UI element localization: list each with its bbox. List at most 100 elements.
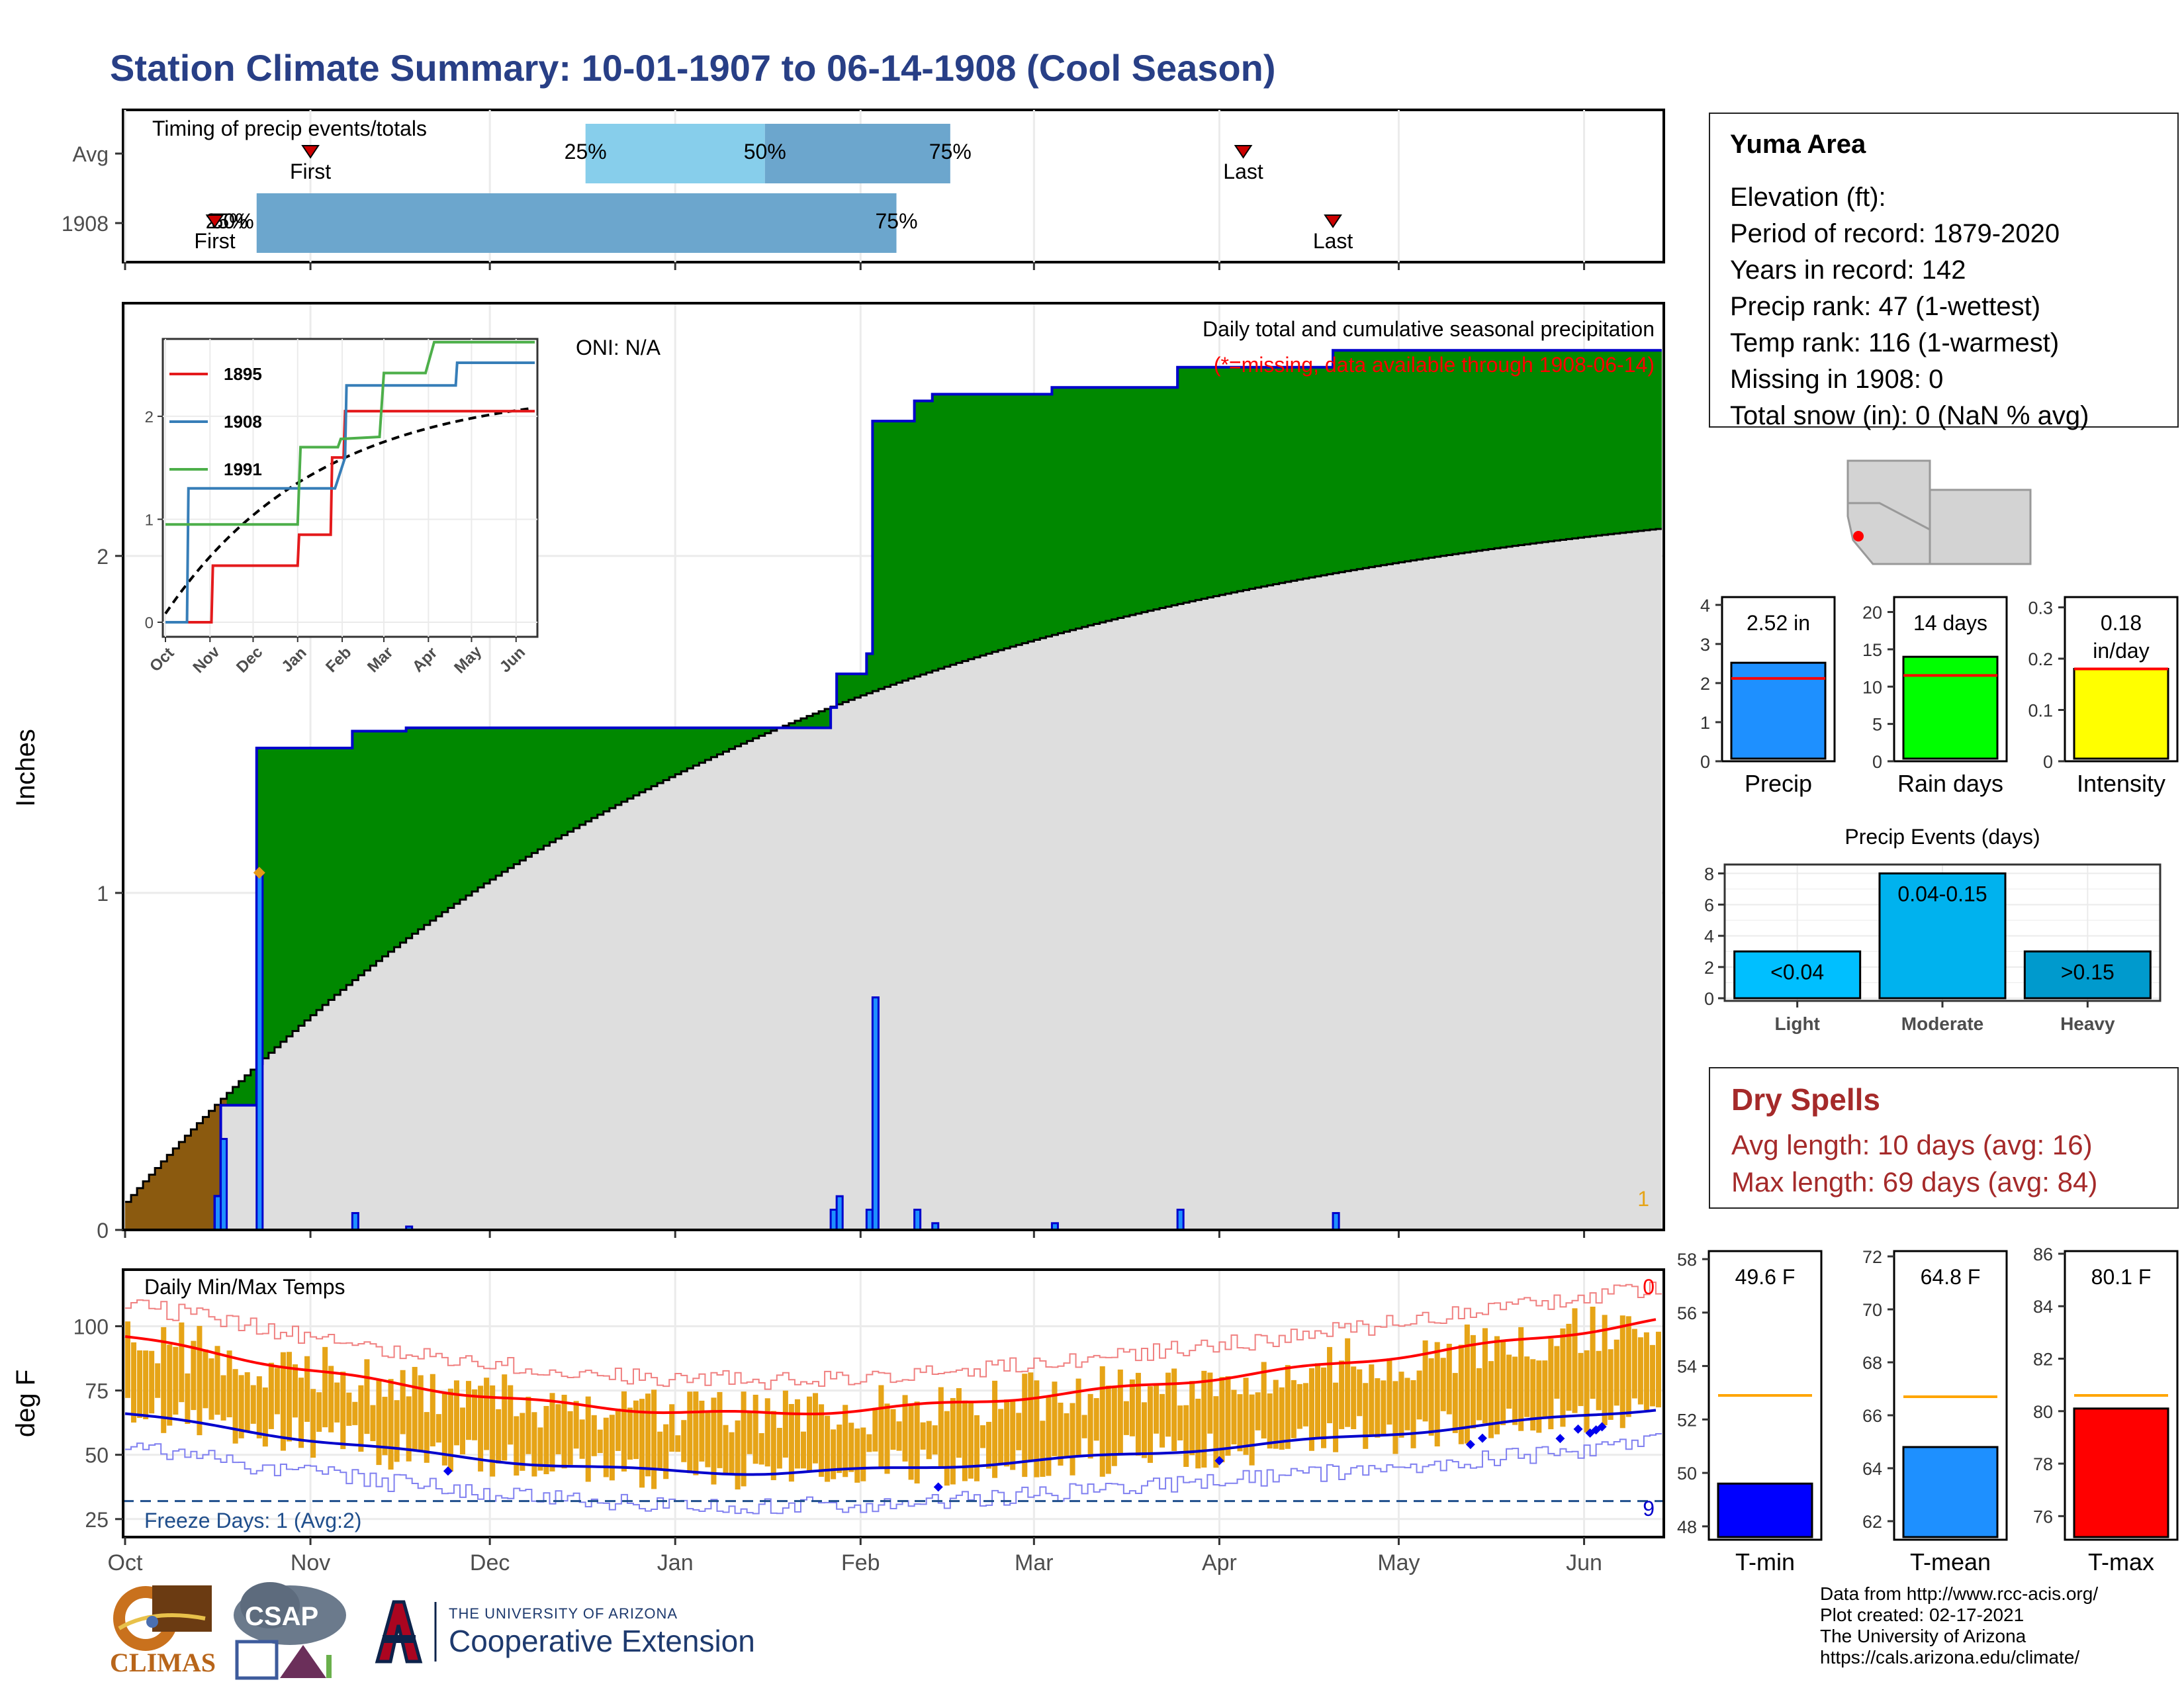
daily-temp-bar [1548,1338,1554,1430]
station-info-box: Yuma Area Elevation (ft): Period of reco… [1709,113,2179,430]
summary-y-tick-label: 1 [1700,713,1710,733]
temp-panel-frame [122,1268,1665,1538]
daily-temp-bar [1016,1413,1022,1450]
daily-temp-bar [800,1431,806,1469]
daily-precip-bar [1176,1208,1185,1231]
summary-y-tick-label: 48 [1677,1517,1697,1537]
daily-temp-bar [1392,1381,1398,1454]
daily-temp-bar [561,1395,567,1469]
events-x-label: Moderate [1901,1013,1983,1034]
daily-temp-bar [687,1391,693,1474]
daily-temp-bar [932,1425,938,1455]
summary-bar-label: Intensity [2077,770,2165,797]
daily-temp-bar [878,1385,884,1468]
daily-temp-bar [537,1427,543,1471]
daily-temp-bar [1171,1368,1177,1451]
daily-temp-bar [782,1390,788,1458]
daily-temp-bar [1333,1382,1339,1452]
daily-temp-bar [1225,1376,1231,1456]
ua-logo [375,1600,437,1664]
credits: Data from http://www.rcc-acis.org/ Plot … [1820,1583,2098,1668]
daily-temp-bar [980,1425,986,1448]
inset-y-tick-label: 2 [145,408,154,426]
daily-temp-bar [424,1412,430,1463]
summary-bar [1902,655,1999,760]
events-title: Precip Events (days) [1844,825,2040,849]
daily-temp-bar [364,1359,370,1434]
daily-temp-bar [723,1425,729,1476]
daily-temp-bar [663,1424,669,1479]
daily-temp-bar [1608,1349,1614,1420]
daily-temp-bar [1590,1306,1596,1399]
daily-temp-bar [1297,1383,1302,1429]
daily-temp-bar [376,1379,382,1466]
temp-x-tick-label: Apr [1202,1550,1237,1575]
daily-temp-bar [173,1346,179,1415]
events-panel-frame [1723,863,2161,1002]
record-low-marker [1573,1424,1583,1434]
daily-temp-bar [1572,1308,1578,1413]
timing-y-label: 1908 [62,212,109,236]
daily-temp-bar [1422,1340,1428,1422]
daily-temp-bar [1440,1358,1446,1411]
daily-temp-bar [1004,1399,1010,1467]
daily-temp-bar [1249,1394,1255,1466]
daily-temp-bar [1602,1315,1608,1426]
summary-value-label: 2.52 in [1747,611,1810,635]
daily-temp-bar [262,1387,268,1447]
last-event-label: Last [1313,229,1353,253]
daily-temp-bar [1183,1405,1189,1468]
daily-temp-bar [1381,1380,1387,1435]
daily-temp-bar [531,1412,537,1477]
oni-label: ONI: N/A [576,336,661,359]
summary-y-tick-label: 68 [1862,1353,1882,1373]
daily-temp-bar [1619,1315,1625,1429]
daily-temp-bar [1237,1394,1243,1452]
record-low-marker [1555,1434,1565,1444]
daily-temp-bar [447,1388,453,1472]
daily-temp-bar [717,1391,723,1468]
station-years: Years in record: 142 [1730,256,1966,285]
daily-temp-bar [741,1391,747,1487]
record-low-marker [1597,1422,1607,1432]
daily-temp-bar [1064,1413,1069,1458]
daily-temp-bar [1357,1369,1363,1417]
daily-temp-bar [1410,1380,1416,1448]
summary-y-tick-label: 10 [1862,677,1882,697]
daily-temp-bar [872,1407,878,1452]
daily-precip-bar [351,1212,359,1231]
daily-temp-bar [1321,1367,1327,1448]
summary-y-tick-label: 54 [1677,1357,1697,1377]
temp-x-tick-label: Jan [657,1550,694,1575]
events-bar [2023,950,2152,1000]
daily-temp-bar [860,1427,866,1481]
summary-value-label: 0.18 [2101,611,2142,635]
cumulative-1908-line [125,349,1662,1231]
daily-temp-bar [806,1396,813,1472]
daily-temp-bar [232,1369,238,1444]
daily-temp-bar [214,1346,220,1415]
daily-temp-bar [250,1385,256,1424]
daily-temp-bar [1476,1368,1482,1421]
daily-temp-bar [1111,1387,1117,1466]
daily-temp-bar [1596,1350,1602,1411]
daily-temp-bar [1578,1352,1584,1407]
temp-top-count: 0 [1643,1275,1655,1299]
daily-temp-bar [322,1346,328,1428]
daily-temp-bar [1273,1380,1279,1449]
daily-temp-bar [1398,1372,1404,1438]
daily-temp-bar [286,1352,292,1442]
daily-temp-bar [508,1385,514,1445]
daily-temp-bar [1428,1358,1434,1436]
summary-bar [1902,1446,1999,1538]
daily-temp-bar [813,1393,819,1464]
daily-temp-bar [585,1396,591,1482]
daily-temp-bar [639,1399,645,1488]
summary-y-tick-label: 0 [1872,752,1882,772]
events-y-tick-label: 6 [1704,896,1714,915]
daily-temp-bar [819,1404,825,1477]
summary-value-label: 64.8 F [1921,1265,1981,1289]
summary-bar-label: T-max [2088,1548,2154,1575]
daily-temp-bar [125,1321,131,1398]
events-x-label: Heavy [2060,1013,2115,1034]
